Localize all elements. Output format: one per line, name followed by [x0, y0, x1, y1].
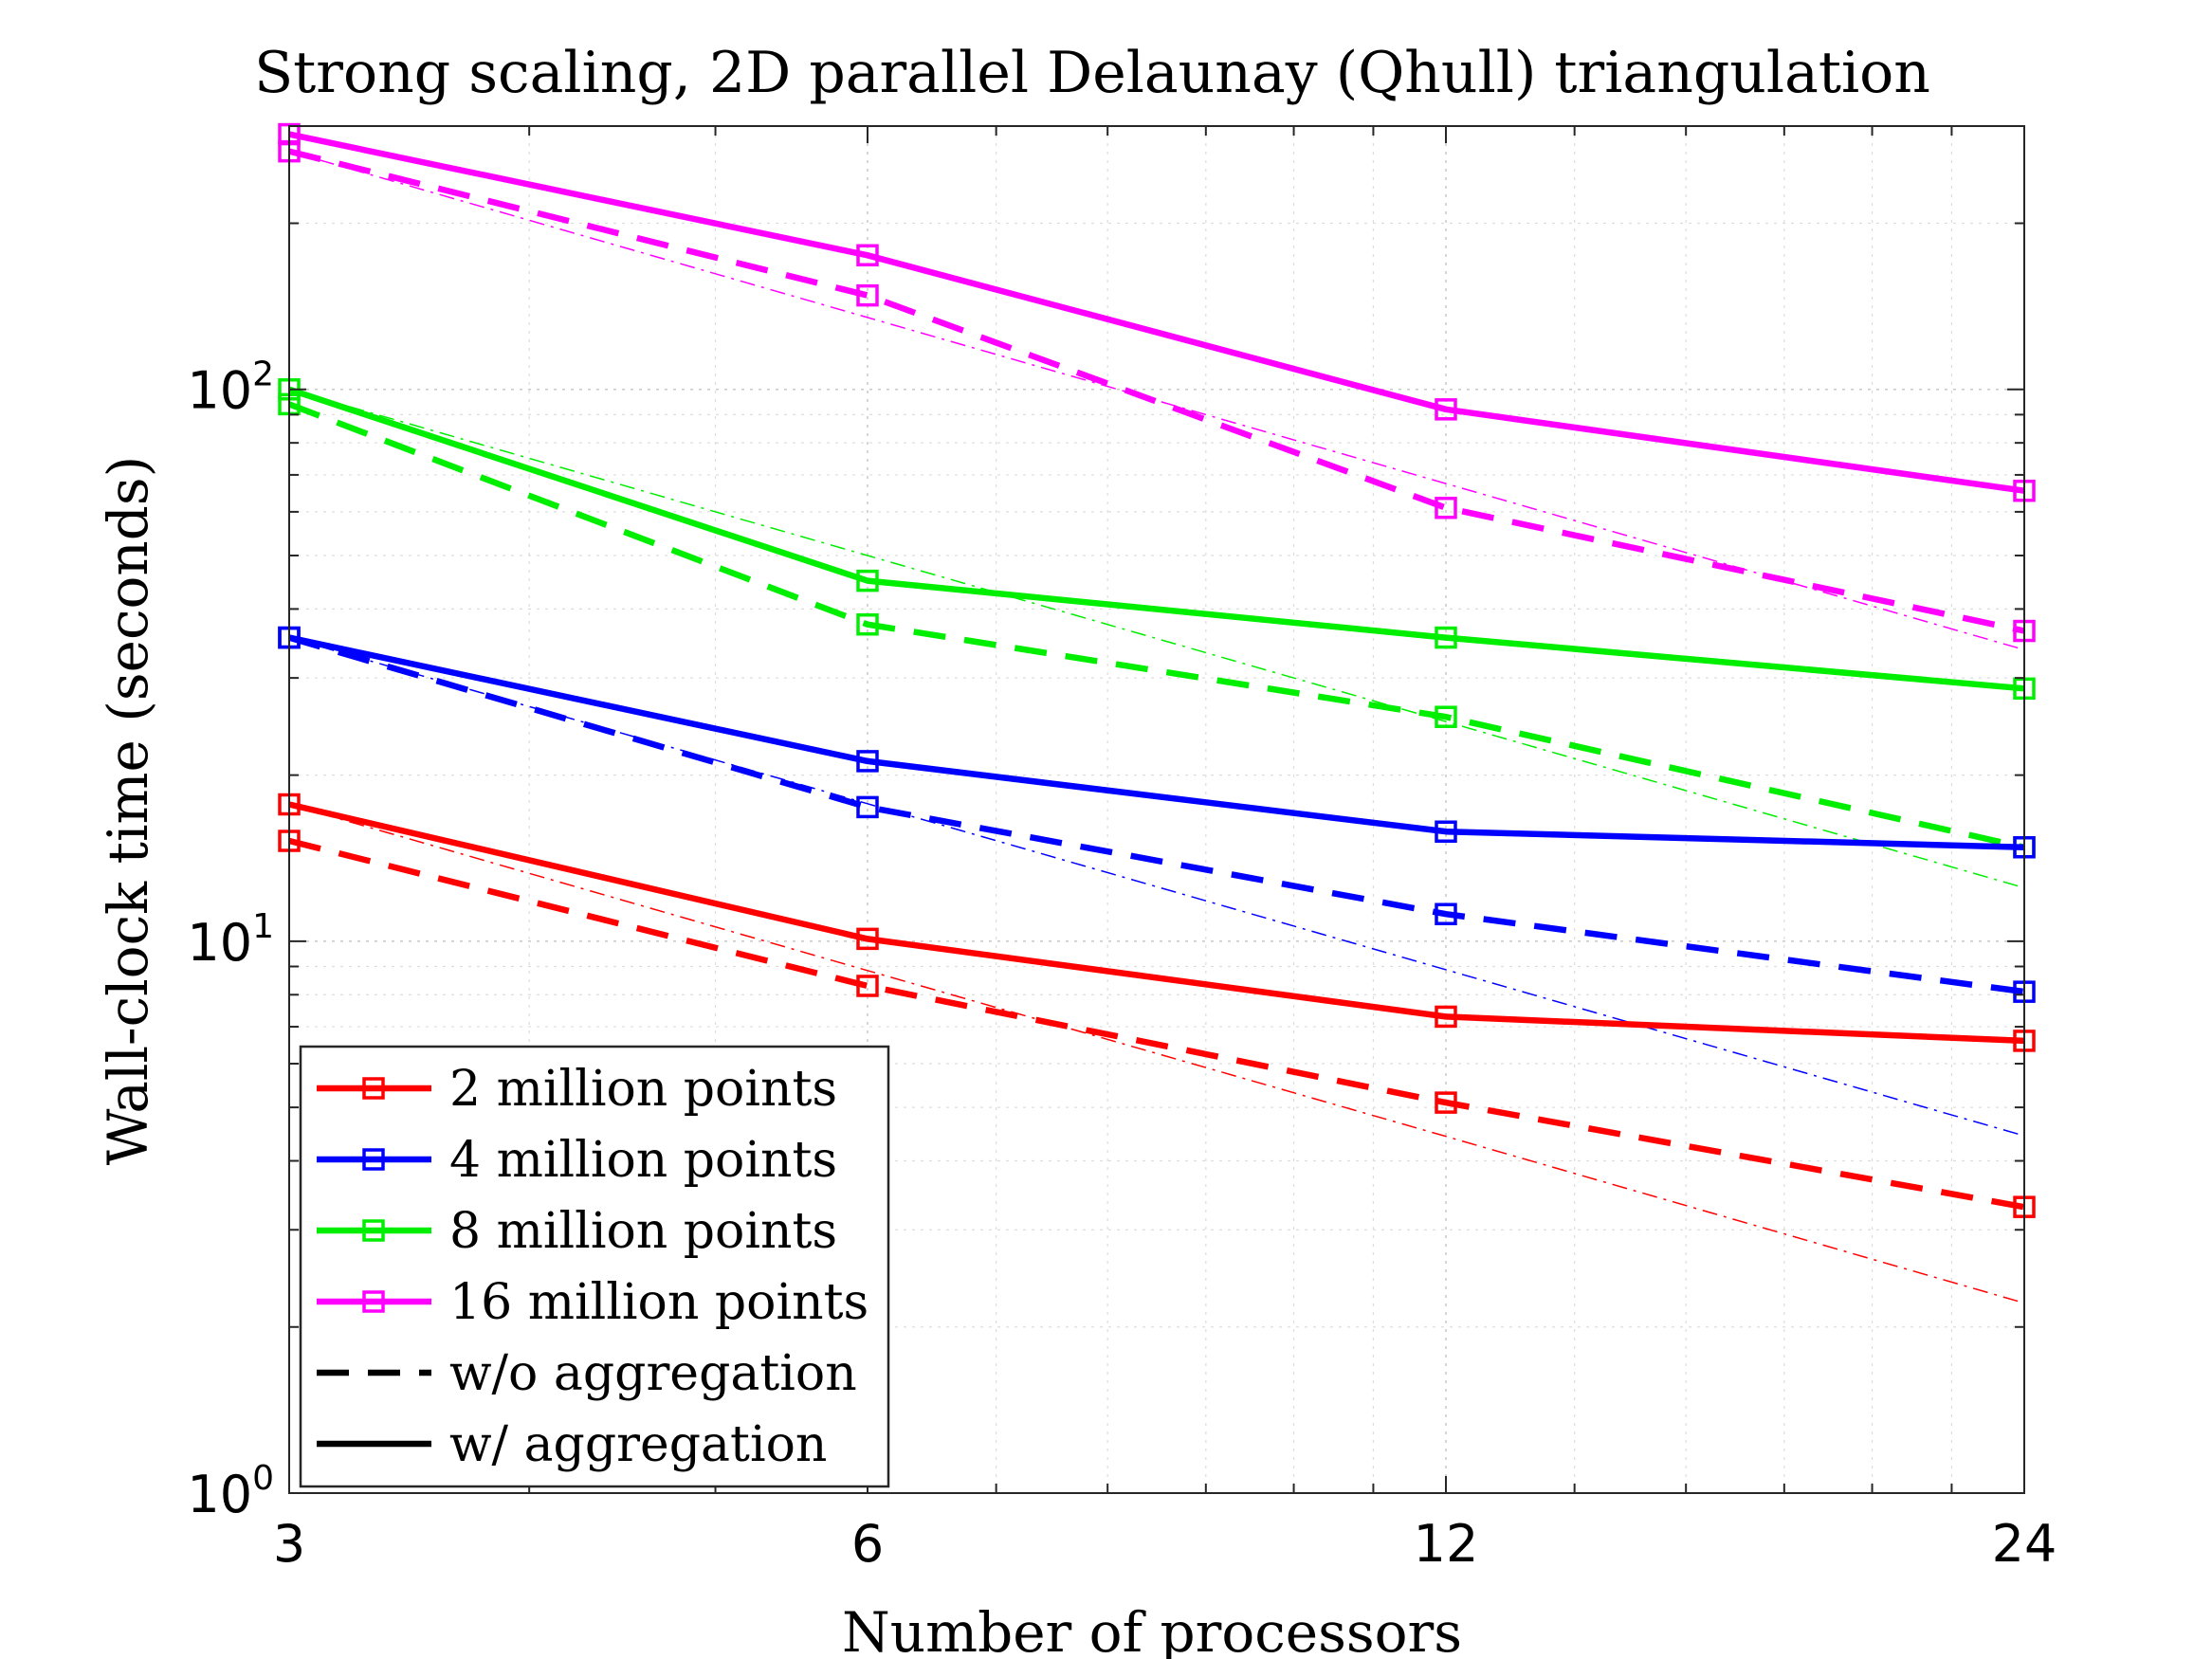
data-point-marker: [1435, 902, 1457, 925]
series-10: [288, 388, 2025, 889]
data-point-marker: [1435, 1091, 1457, 1114]
legend-label: w/o aggregation: [449, 1345, 857, 1402]
series-line: [288, 803, 2025, 1304]
legend: 2 million points 4 million points 8 millio…: [299, 1045, 890, 1488]
data-point-marker: [1435, 398, 1457, 421]
legend-marker: [362, 1219, 385, 1242]
data-point-marker: [1435, 820, 1457, 843]
legend-marker: [362, 1077, 385, 1100]
legend-label: 8 million points: [449, 1203, 837, 1260]
series-layer: [278, 122, 2036, 1304]
axis-ticks: [288, 125, 2025, 1494]
x-tick-label: 3: [273, 1514, 305, 1574]
legend-label: 16 million points: [449, 1274, 868, 1331]
series-6: [278, 122, 2036, 502]
data-point-marker: [1435, 496, 1457, 520]
data-point-marker: [856, 244, 879, 267]
series-5: [278, 392, 2036, 859]
y-axis-label: Wall-clock time (seconds): [96, 456, 160, 1165]
x-tick-label: 6: [851, 1514, 884, 1574]
x-tick-label: 12: [1414, 1514, 1479, 1574]
y-tick-label: 102: [187, 356, 274, 421]
x-axis-label: Number of processors: [842, 1600, 1462, 1659]
y-tick-label: 101: [187, 907, 274, 973]
data-point-marker: [856, 569, 879, 592]
x-tick-label: 24: [1992, 1514, 2057, 1574]
series-2: [278, 626, 2036, 859]
x-tick-labels: 3 6 12 24: [273, 1514, 2057, 1574]
series-8: [288, 803, 2025, 1304]
legend-marker: [362, 1148, 385, 1171]
data-point-marker: [856, 283, 879, 307]
series-line: [288, 148, 2025, 634]
legend-entry: w/ aggregation: [317, 1416, 827, 1473]
legend-label: 4 million points: [449, 1132, 837, 1189]
y-tick-labels: 100 101 102: [187, 356, 274, 1524]
series-line: [288, 837, 2025, 1211]
legend-entry: 2 million points: [317, 1061, 837, 1118]
legend-label: 2 million points: [449, 1061, 837, 1118]
data-point-marker: [856, 612, 879, 636]
series-line: [288, 801, 2025, 1045]
data-point-marker: [1435, 626, 1457, 649]
series-line: [287, 401, 2025, 850]
data-point-marker: [856, 795, 879, 819]
series-line: [288, 634, 2025, 851]
data-point-marker: [1435, 1005, 1457, 1029]
series-0: [278, 793, 2036, 1052]
series-9: [288, 636, 2025, 1137]
series-line: [288, 636, 2025, 1137]
series-line: [288, 131, 2025, 494]
series-line: [288, 634, 2025, 995]
legend-entry: 4 million points: [317, 1132, 837, 1189]
series-line: [287, 386, 2025, 692]
legend-entry: 16 million points: [317, 1274, 868, 1331]
series-7: [278, 139, 2036, 643]
data-point-marker: [856, 975, 879, 997]
data-point-marker: [856, 750, 879, 773]
chart-title: Strong scaling, 2D parallel Delaunay (Qh…: [254, 40, 1930, 106]
legend-label: w/ aggregation: [449, 1416, 827, 1473]
legend-entry: w/o aggregation: [317, 1345, 857, 1402]
y-tick-label: 100: [187, 1459, 274, 1524]
series-4: [278, 377, 2036, 701]
legend-box: [299, 1045, 890, 1488]
legend-entry: 8 million points: [317, 1203, 837, 1260]
legend-marker: [362, 1290, 385, 1313]
plot-frame: [288, 125, 2025, 1494]
series-line: [288, 388, 2025, 889]
data-point-marker: [856, 927, 879, 951]
data-point-marker: [1435, 705, 1457, 728]
